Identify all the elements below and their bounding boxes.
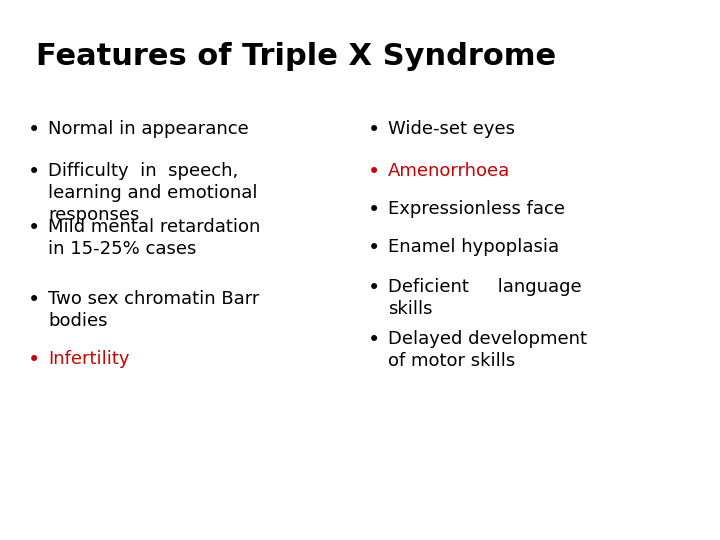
Text: Enamel hypoplasia: Enamel hypoplasia xyxy=(388,238,559,256)
Text: Wide-set eyes: Wide-set eyes xyxy=(388,120,515,138)
Text: •: • xyxy=(28,290,40,310)
Text: •: • xyxy=(368,278,380,298)
Text: •: • xyxy=(28,162,40,182)
Text: •: • xyxy=(28,218,40,238)
Text: •: • xyxy=(368,162,380,182)
Text: •: • xyxy=(368,330,380,350)
Text: Normal in appearance: Normal in appearance xyxy=(48,120,248,138)
Text: Features of Triple X Syndrome: Features of Triple X Syndrome xyxy=(36,42,556,71)
Text: •: • xyxy=(368,200,380,220)
Text: Difficulty  in  speech,
learning and emotional
responses: Difficulty in speech, learning and emoti… xyxy=(48,162,258,225)
Text: •: • xyxy=(368,238,380,258)
Text: •: • xyxy=(28,120,40,140)
Text: Infertility: Infertility xyxy=(48,350,130,368)
Text: •: • xyxy=(28,350,40,370)
Text: Mild mental retardation
in 15-25% cases: Mild mental retardation in 15-25% cases xyxy=(48,218,261,258)
Text: Deficient     language
skills: Deficient language skills xyxy=(388,278,582,318)
Text: Amenorrhoea: Amenorrhoea xyxy=(388,162,510,180)
Text: Expressionless face: Expressionless face xyxy=(388,200,565,218)
Text: Delayed development
of motor skills: Delayed development of motor skills xyxy=(388,330,587,370)
Text: •: • xyxy=(368,120,380,140)
Text: Two sex chromatin Barr
bodies: Two sex chromatin Barr bodies xyxy=(48,290,259,330)
